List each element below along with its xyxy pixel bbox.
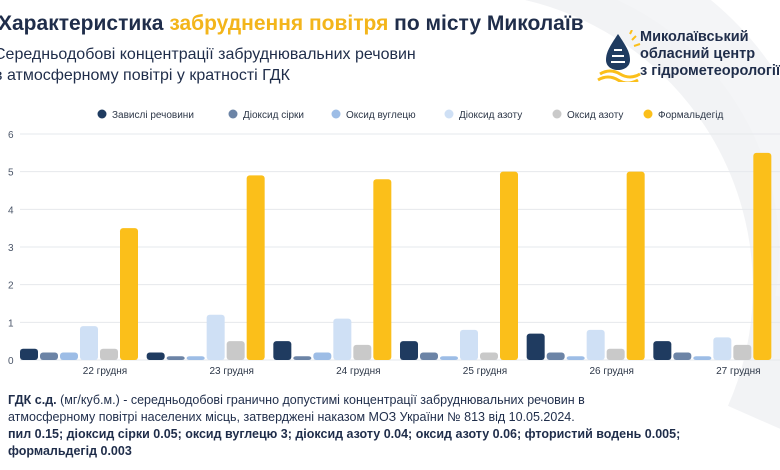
bar	[313, 352, 332, 360]
bar	[146, 352, 165, 360]
bar	[400, 341, 418, 360]
bar	[186, 356, 205, 360]
bar	[586, 329, 605, 360]
legend-label: Діоксид азоту	[459, 110, 522, 121]
bar	[420, 352, 438, 360]
legend-swatch	[444, 109, 454, 119]
bar	[606, 348, 625, 360]
y-tick-label: 2	[8, 281, 14, 292]
legend-label: Оксид азоту	[567, 110, 623, 121]
title-part: по місту Миколаїв	[388, 12, 584, 35]
footer-limits: пил 0.15; діоксид сірки 0.05; оксид вугл…	[8, 427, 681, 441]
legend-swatch	[331, 109, 341, 119]
organization-logo-icon	[597, 30, 641, 82]
x-tick-label: 24 грудня	[336, 366, 380, 377]
bar	[293, 356, 312, 360]
bar	[373, 179, 392, 360]
bar	[653, 341, 672, 360]
y-tick-label: 1	[8, 318, 14, 329]
bar	[120, 228, 138, 360]
bar	[673, 352, 692, 360]
bar	[80, 326, 98, 360]
bar	[460, 329, 478, 360]
org-line: Миколаївський	[640, 29, 749, 45]
bar	[713, 337, 732, 360]
legend-swatch	[228, 109, 238, 119]
subtitle-line: Середньодобові концентрації забруднюваль…	[0, 46, 416, 63]
page-title: Характеристика забруднення повітря по мі…	[0, 12, 584, 36]
bar	[273, 341, 292, 360]
bar	[626, 171, 645, 360]
bar	[246, 175, 265, 360]
title-part: Характеристика	[0, 12, 170, 35]
x-tick-label: 27 грудня	[716, 366, 760, 377]
legend-label: Завислі речовини	[112, 110, 194, 121]
bar	[500, 171, 518, 360]
legend-swatch	[643, 109, 653, 119]
y-tick-label: 4	[8, 205, 14, 216]
page-subtitle: Середньодобові концентрації забруднюваль…	[0, 44, 416, 86]
bar	[566, 356, 585, 360]
bar	[226, 341, 245, 360]
bar	[206, 314, 225, 360]
x-tick-label: 22 грудня	[83, 366, 127, 377]
footer-text: (мг/куб.м.) - середньодобові гранично до…	[56, 393, 585, 407]
legend-label: Оксид вуглецю	[346, 110, 416, 121]
x-tick-label: 26 грудня	[589, 366, 633, 377]
bar	[100, 348, 118, 360]
bar	[40, 352, 58, 360]
bar	[480, 352, 498, 360]
footer-term: ГДК с.д.	[8, 393, 57, 407]
legend-swatch	[97, 109, 107, 119]
bar	[440, 356, 458, 360]
legend-label: Формальдегід	[658, 110, 723, 121]
legend-label: Діоксид сірки	[243, 110, 304, 121]
footer-line: атмосферному повітрі населених місць, за…	[8, 410, 575, 424]
y-tick-label: 0	[8, 356, 14, 367]
bar	[733, 344, 752, 360]
y-tick-label: 5	[8, 168, 14, 179]
bar	[526, 333, 545, 360]
bar	[166, 356, 185, 360]
bar	[60, 352, 78, 360]
y-tick-label: 3	[8, 243, 14, 254]
org-line: з гідрометеорології	[640, 63, 780, 79]
legend-swatch	[552, 109, 562, 119]
bar	[693, 356, 712, 360]
title-accent: забруднення повітря	[169, 12, 389, 35]
footer-note: ГДК с.д. (мг/куб.м.) - середньодобові гр…	[8, 392, 773, 460]
bar-chart: 0 1 2 3 4 5 6 Завислі речовини Діоксид сірки Окси…	[8, 109, 780, 377]
x-tick-label: 25 грудня	[463, 366, 507, 377]
bar	[753, 152, 772, 360]
footer-line: ГДК с.д. (мг/куб.м.) - середньодобові гр…	[8, 392, 773, 409]
bar	[546, 352, 565, 360]
y-tick-label: 6	[8, 130, 14, 141]
subtitle-line: в атмосферному повітрі у кратності ГДК	[0, 67, 290, 84]
bar	[333, 318, 352, 360]
footer-limits: формальдегід 0.003	[8, 444, 132, 458]
bar	[20, 348, 38, 360]
org-line: обласний центр	[640, 46, 756, 62]
organization-name: Миколаївський обласний центр з гідромете…	[640, 29, 780, 80]
header: Характеристика забруднення повітря по мі…	[0, 0, 780, 98]
x-tick-label: 23 грудня	[209, 366, 253, 377]
bar	[353, 344, 372, 360]
